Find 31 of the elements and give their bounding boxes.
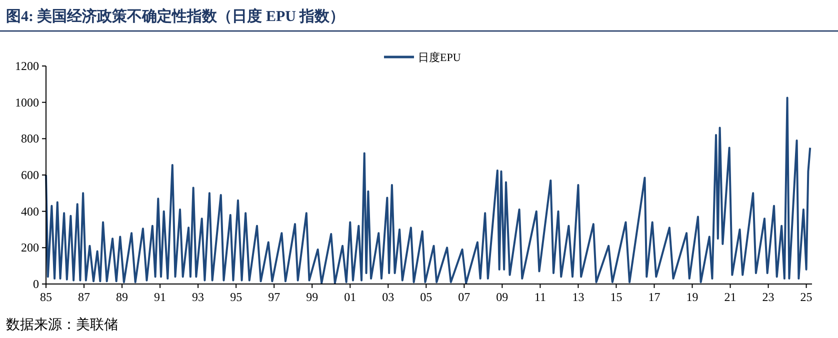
- y-tick-label: 1000: [15, 95, 39, 110]
- y-tick-label: 800: [21, 132, 39, 146]
- x-tick-label: 03: [382, 290, 394, 304]
- x-tick-label: 21: [724, 290, 736, 304]
- x-tick-label: 13: [572, 290, 584, 304]
- x-tick-label: 01: [344, 290, 356, 304]
- x-tick-label: 91: [154, 290, 166, 304]
- y-tick-label: 400: [21, 204, 39, 218]
- x-tick-label: 93: [192, 290, 204, 304]
- x-tick-label: 19: [686, 290, 698, 304]
- x-tick-label: 11: [534, 290, 546, 304]
- x-tick-label: 97: [268, 290, 280, 304]
- y-tick-label: 1200: [15, 59, 39, 73]
- x-tick-label: 89: [116, 290, 128, 304]
- x-tick-label: 25: [800, 290, 812, 304]
- x-tick-label: 23: [762, 290, 774, 304]
- x-tick-label: 95: [230, 290, 242, 304]
- x-tick-label: 05: [420, 290, 432, 304]
- source-note: 数据来源：美联储: [6, 317, 118, 333]
- x-tick-label: 15: [610, 290, 622, 304]
- x-tick-label: 07: [458, 290, 470, 304]
- x-tick-label: 87: [78, 290, 90, 304]
- y-tick-label: 600: [21, 168, 39, 182]
- chart-title: 图4: 美国经济政策不确定性指数（日度 EPU 指数）: [6, 7, 345, 25]
- legend-label: 日度EPU: [418, 51, 461, 64]
- x-tick-label: 17: [648, 290, 660, 304]
- x-tick-label: 85: [40, 290, 52, 304]
- x-tick-label: 99: [306, 290, 318, 304]
- y-tick-label: 200: [21, 240, 39, 255]
- x-tick-label: 09: [496, 290, 508, 304]
- y-tick-label: 0: [33, 277, 39, 291]
